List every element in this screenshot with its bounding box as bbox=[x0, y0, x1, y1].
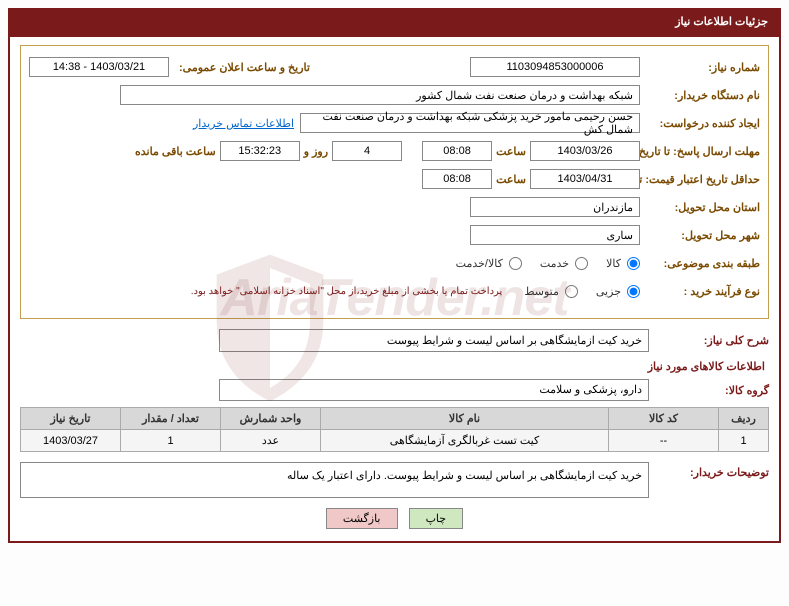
back-button[interactable]: بازگشت bbox=[326, 508, 398, 529]
th-date: تاریخ نیاز bbox=[21, 408, 121, 430]
validity-time-field: 08:08 bbox=[422, 169, 492, 189]
process-radios: جزیی متوسط bbox=[510, 285, 640, 298]
proc-radio-minor[interactable] bbox=[627, 285, 640, 298]
table-header-row: ردیف کد کالا نام کالا واحد شمارش تعداد /… bbox=[21, 408, 769, 430]
announce-label: تاریخ و ساعت اعلان عمومی: bbox=[175, 61, 310, 74]
category-radios: کالا خدمت کالا/خدمت bbox=[442, 257, 640, 270]
td-date: 1403/03/27 bbox=[21, 430, 121, 452]
process-label: نوع فرآیند خرید : bbox=[640, 285, 760, 298]
time-label-2: ساعت bbox=[496, 173, 526, 186]
need-number-field: 1103094853000006 bbox=[470, 57, 640, 77]
th-row: ردیف bbox=[719, 408, 769, 430]
time-label-1: ساعت bbox=[496, 145, 526, 158]
goods-table: ردیف کد کالا نام کالا واحد شمارش تعداد /… bbox=[20, 407, 769, 452]
time-remaining-field: 15:32:23 bbox=[220, 141, 300, 161]
need-number-label: شماره نیاز: bbox=[640, 61, 760, 74]
cat-radio-goods[interactable] bbox=[627, 257, 640, 270]
cat-opt2: خدمت bbox=[540, 257, 569, 270]
td-qty: 1 bbox=[121, 430, 221, 452]
days-text: روز و bbox=[304, 145, 328, 158]
announce-field: 1403/03/21 - 14:38 bbox=[29, 57, 169, 77]
panel-header: جزئیات اطلاعات نیاز bbox=[8, 8, 781, 35]
proc-opt2: متوسط bbox=[524, 285, 559, 298]
group-field: دارو، پزشکی و سلامت bbox=[219, 379, 649, 401]
requester-field: حسن رحیمی مامور خرید پزشکی شبکه بهداشت و… bbox=[300, 113, 640, 133]
buyer-desc-label: توضیحات خریدار: bbox=[649, 462, 769, 479]
td-name: کیت تست غربالگری آزمایشگاهی bbox=[321, 430, 609, 452]
remaining-text: ساعت باقی مانده bbox=[135, 145, 216, 158]
buyer-desc-box: خرید کیت ازمایشگاهی بر اساس لیست و شرایط… bbox=[20, 462, 649, 498]
days-remaining-field: 4 bbox=[332, 141, 402, 161]
footer-buttons: چاپ بازگشت bbox=[20, 508, 769, 529]
th-unit: واحد شمارش bbox=[221, 408, 321, 430]
payment-note: پرداخت تمام یا بخشی از مبلغ خرید،از محل … bbox=[191, 286, 503, 297]
cat-radio-service[interactable] bbox=[575, 257, 588, 270]
th-name: نام کالا bbox=[321, 408, 609, 430]
td-unit: عدد bbox=[221, 430, 321, 452]
city-label: شهر محل تحویل: bbox=[640, 229, 760, 242]
validity-label: حداقل تاریخ اعتبار قیمت: تا تاریخ: bbox=[640, 173, 760, 186]
th-code: کد کالا bbox=[609, 408, 719, 430]
main-panel: شماره نیاز: 1103094853000006 تاریخ و ساع… bbox=[8, 35, 781, 543]
desc-title-label: شرح کلی نیاز: bbox=[649, 334, 769, 347]
validity-date-field: 1403/04/31 bbox=[530, 169, 640, 189]
desc-title-field: خرید کیت ازمایشگاهی بر اساس لیست و شرایط… bbox=[219, 329, 649, 352]
city-field: ساری bbox=[470, 225, 640, 245]
cat-opt3: کالا/خدمت bbox=[456, 257, 503, 270]
th-qty: تعداد / مقدار bbox=[121, 408, 221, 430]
requester-label: ایجاد کننده درخواست: bbox=[640, 117, 760, 130]
goods-section-title: اطلاعات کالاهای مورد نیاز bbox=[20, 360, 765, 373]
td-code: -- bbox=[609, 430, 719, 452]
td-row: 1 bbox=[719, 430, 769, 452]
cat-radio-both[interactable] bbox=[509, 257, 522, 270]
details-box: شماره نیاز: 1103094853000006 تاریخ و ساع… bbox=[20, 45, 769, 319]
group-label: گروه کالا: bbox=[649, 384, 769, 397]
table-row: 1 -- کیت تست غربالگری آزمایشگاهی عدد 1 1… bbox=[21, 430, 769, 452]
proc-radio-medium[interactable] bbox=[565, 285, 578, 298]
print-button[interactable]: چاپ bbox=[409, 508, 464, 529]
province-label: استان محل تحویل: bbox=[640, 201, 760, 214]
category-label: طبقه بندی موضوعی: bbox=[640, 257, 760, 270]
deadline-time-field: 08:08 bbox=[422, 141, 492, 161]
buyer-org-label: نام دستگاه خریدار: bbox=[640, 89, 760, 102]
province-field: مازندران bbox=[470, 197, 640, 217]
deadline-label: مهلت ارسال پاسخ: تا تاریخ: bbox=[640, 145, 760, 158]
buyer-org-field: شبکه بهداشت و درمان صنعت نفت شمال کشور bbox=[120, 85, 640, 105]
proc-opt1: جزیی bbox=[596, 285, 621, 298]
contact-link[interactable]: اطلاعات تماس خریدار bbox=[193, 117, 294, 130]
deadline-date-field: 1403/03/26 bbox=[530, 141, 640, 161]
cat-opt1: کالا bbox=[606, 257, 621, 270]
